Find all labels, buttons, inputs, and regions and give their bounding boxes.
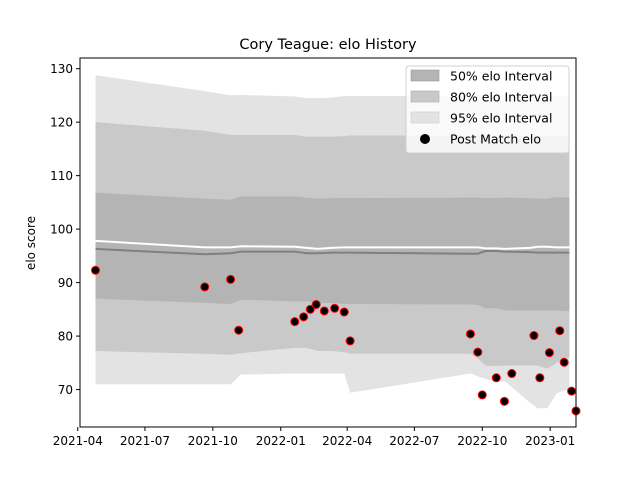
data-point xyxy=(529,331,539,341)
legend-swatch-50 xyxy=(410,69,440,82)
legend-swatch-80 xyxy=(410,90,440,103)
x-tick-label: 2021-04 xyxy=(53,434,103,448)
data-point xyxy=(339,307,349,317)
data-point xyxy=(567,386,577,396)
data-point xyxy=(330,303,340,313)
interval-bands xyxy=(95,75,570,409)
x-tick-label: 2021-07 xyxy=(120,434,170,448)
data-point xyxy=(311,300,321,310)
data-point xyxy=(226,274,236,284)
plot-frame xyxy=(79,57,577,428)
x-axis: 2021-04 2021-07 2021-10 2022-01 2022-04 2022-… xyxy=(53,427,575,448)
data-point xyxy=(559,357,569,367)
data-point xyxy=(319,306,329,316)
data-point xyxy=(91,265,100,275)
data-point xyxy=(555,326,565,336)
data-point xyxy=(507,369,517,379)
y-axis: 70 80 90 100 110 120 130 xyxy=(50,62,80,397)
legend-swatch-95 xyxy=(410,111,440,124)
data-point xyxy=(535,373,545,383)
data-point xyxy=(477,390,487,400)
mean-line xyxy=(95,239,570,250)
y-tick-label: 110 xyxy=(50,169,73,183)
data-point xyxy=(465,329,475,339)
y-axis-label: elo score xyxy=(24,216,38,270)
x-tick-label: 2022-01 xyxy=(256,434,306,448)
data-point xyxy=(499,396,509,406)
y-tick-label: 130 xyxy=(50,62,73,76)
data-point xyxy=(305,304,315,314)
post-match-points xyxy=(91,265,581,416)
data-point xyxy=(234,325,244,335)
y-tick-label: 120 xyxy=(50,116,73,130)
data-point xyxy=(299,312,309,322)
x-tick-label: 2022-10 xyxy=(457,434,507,448)
legend-label-50: 50% elo Interval xyxy=(450,69,552,84)
median-line xyxy=(95,247,570,256)
x-tick-label: 2023-01 xyxy=(525,434,575,448)
legend-label-80: 80% elo Interval xyxy=(450,90,552,105)
data-point xyxy=(290,317,300,327)
legend-label-95: 95% elo Interval xyxy=(450,111,552,126)
legend-marker-point xyxy=(420,134,430,144)
y-tick-label: 80 xyxy=(58,330,73,344)
x-tick-label: 2021-10 xyxy=(188,434,238,448)
legend-frame xyxy=(405,65,570,154)
y-tick-label: 90 xyxy=(58,276,73,290)
legend: 50% elo Interval 80% elo Interval 95% el… xyxy=(405,65,570,154)
y-tick-label: 100 xyxy=(50,223,73,237)
x-tick-label: 2022-07 xyxy=(389,434,439,448)
chart-title: Cory Teague: elo History xyxy=(239,37,417,53)
data-point xyxy=(473,347,483,357)
legend-label-point: Post Match elo xyxy=(450,132,541,147)
data-point xyxy=(200,282,210,292)
data-point xyxy=(491,373,501,383)
data-point xyxy=(544,348,554,358)
y-tick-label: 70 xyxy=(58,383,73,397)
interval-lines xyxy=(95,239,570,256)
x-tick-label: 2022-04 xyxy=(322,434,372,448)
data-point xyxy=(345,336,355,346)
